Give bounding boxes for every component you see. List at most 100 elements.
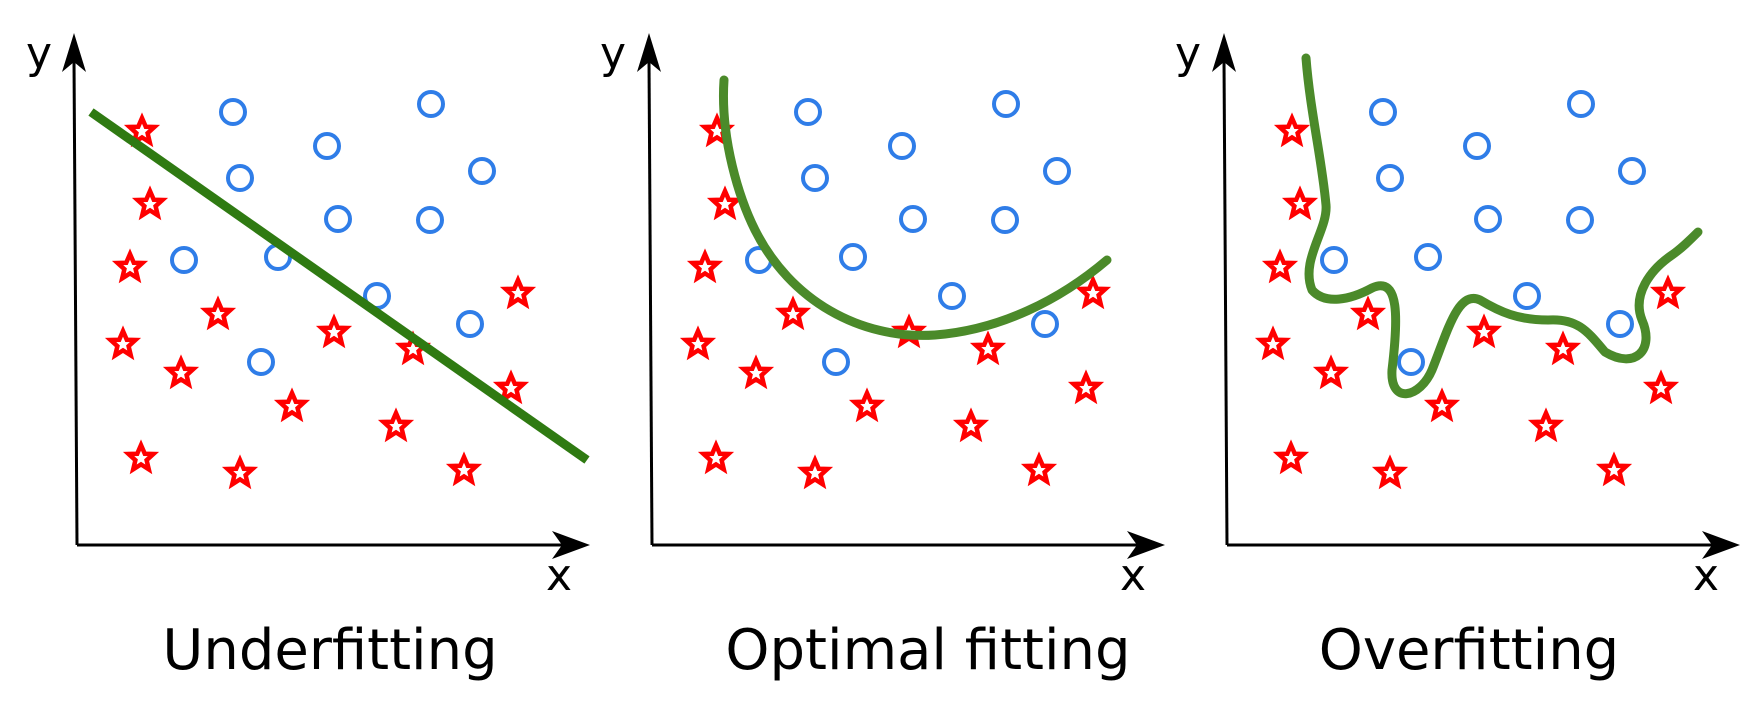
circle-icon bbox=[417, 90, 445, 118]
x-axis-label: x bbox=[546, 550, 572, 601]
circle-markers bbox=[1320, 90, 1646, 376]
y-axis-label: y bbox=[26, 28, 52, 79]
star-icon bbox=[118, 254, 143, 278]
star-icon bbox=[1378, 460, 1403, 484]
circle-icon bbox=[1513, 282, 1541, 310]
x-axis bbox=[77, 531, 590, 559]
fit-curve bbox=[1301, 53, 1703, 399]
star-icon bbox=[169, 360, 194, 384]
circle-icon bbox=[324, 205, 352, 233]
circle-icon bbox=[1606, 310, 1634, 338]
y-axis-arrow-icon bbox=[637, 33, 661, 72]
circle-icon bbox=[801, 164, 829, 192]
star-icon bbox=[280, 393, 305, 417]
star-icon bbox=[686, 331, 711, 355]
circle-icon bbox=[1566, 206, 1594, 234]
circle-icon bbox=[1369, 98, 1397, 126]
circle-icon bbox=[1043, 157, 1071, 185]
circle-markers bbox=[745, 90, 1071, 376]
panel-optimal: y x bbox=[600, 28, 1165, 683]
circle-icon bbox=[1567, 90, 1595, 118]
circle-icon bbox=[1474, 205, 1502, 233]
star-icon bbox=[855, 393, 880, 417]
star-icon bbox=[1288, 191, 1313, 215]
star-icon bbox=[452, 457, 477, 481]
circle-icon bbox=[899, 205, 927, 233]
circle-icon bbox=[938, 282, 966, 310]
star-icon bbox=[693, 254, 718, 278]
x-axis-arrow-icon bbox=[1127, 531, 1165, 559]
star-icon bbox=[1472, 319, 1497, 343]
y-axis bbox=[637, 33, 661, 546]
circle-icon bbox=[794, 98, 822, 126]
star-icon bbox=[1430, 393, 1455, 417]
star-icon bbox=[1319, 360, 1344, 384]
star-icon bbox=[1280, 118, 1305, 142]
fit-curve bbox=[718, 75, 1112, 340]
star-icon bbox=[1081, 280, 1106, 304]
star-icon bbox=[1074, 375, 1099, 399]
circle-icon bbox=[1376, 164, 1404, 192]
star-icon bbox=[781, 301, 806, 325]
circle-icon bbox=[1397, 348, 1425, 376]
x-axis-arrow-icon bbox=[552, 531, 590, 559]
panel-caption: Underfitting bbox=[162, 618, 497, 683]
circle-icon bbox=[1463, 132, 1491, 160]
x-axis-label: x bbox=[1693, 550, 1719, 601]
circle-icon bbox=[1618, 157, 1646, 185]
circle-icon bbox=[839, 243, 867, 271]
circle-icon bbox=[822, 348, 850, 376]
circle-icon bbox=[888, 132, 916, 160]
star-icon bbox=[129, 445, 154, 469]
y-axis-arrow-icon bbox=[1212, 33, 1236, 72]
star-icon bbox=[1602, 457, 1627, 481]
x-axis bbox=[1227, 531, 1740, 559]
star-icon bbox=[1649, 375, 1674, 399]
circle-icon bbox=[313, 132, 341, 160]
star-icon bbox=[1268, 254, 1293, 278]
star-icon bbox=[506, 280, 531, 304]
x-axis bbox=[652, 531, 1165, 559]
circle-icon bbox=[170, 246, 198, 274]
star-icon bbox=[1656, 280, 1681, 304]
x-axis-label: x bbox=[1120, 550, 1146, 601]
fit-line bbox=[88, 108, 590, 464]
star-icon bbox=[744, 360, 769, 384]
circle-icon bbox=[1031, 310, 1059, 338]
star-icon bbox=[704, 445, 729, 469]
circle-icon bbox=[456, 310, 484, 338]
circle-icon bbox=[226, 164, 254, 192]
panel-caption: Overfitting bbox=[1319, 618, 1619, 683]
star-icon bbox=[322, 319, 347, 343]
star-icon bbox=[1261, 331, 1286, 355]
circle-icon bbox=[468, 157, 496, 185]
circle-icon bbox=[1414, 243, 1442, 271]
circle-icon bbox=[992, 90, 1020, 118]
circle-icon bbox=[991, 206, 1019, 234]
y-axis bbox=[1212, 33, 1236, 546]
star-icon bbox=[206, 301, 231, 325]
star-icon bbox=[976, 336, 1001, 360]
circle-icon bbox=[416, 206, 444, 234]
star-icon bbox=[713, 191, 738, 215]
circle-icon bbox=[1320, 246, 1348, 274]
y-axis-label: y bbox=[600, 28, 626, 79]
circle-icon bbox=[247, 348, 275, 376]
star-icon bbox=[228, 460, 253, 484]
y-axis bbox=[62, 33, 86, 546]
star-icon bbox=[1356, 301, 1381, 325]
star-icon bbox=[1534, 413, 1559, 437]
circle-icon bbox=[219, 98, 247, 126]
x-axis-arrow-icon bbox=[1702, 531, 1740, 559]
star-icon bbox=[1279, 445, 1304, 469]
star-icon bbox=[138, 191, 163, 215]
star-icon bbox=[1551, 336, 1576, 360]
star-icon bbox=[384, 413, 409, 437]
circle-markers bbox=[170, 90, 496, 376]
star-icon bbox=[111, 331, 136, 355]
y-axis-arrow-icon bbox=[62, 33, 86, 72]
y-axis-label: y bbox=[1175, 28, 1201, 79]
panel-caption: Optimal fitting bbox=[725, 618, 1130, 683]
star-icon bbox=[803, 460, 828, 484]
